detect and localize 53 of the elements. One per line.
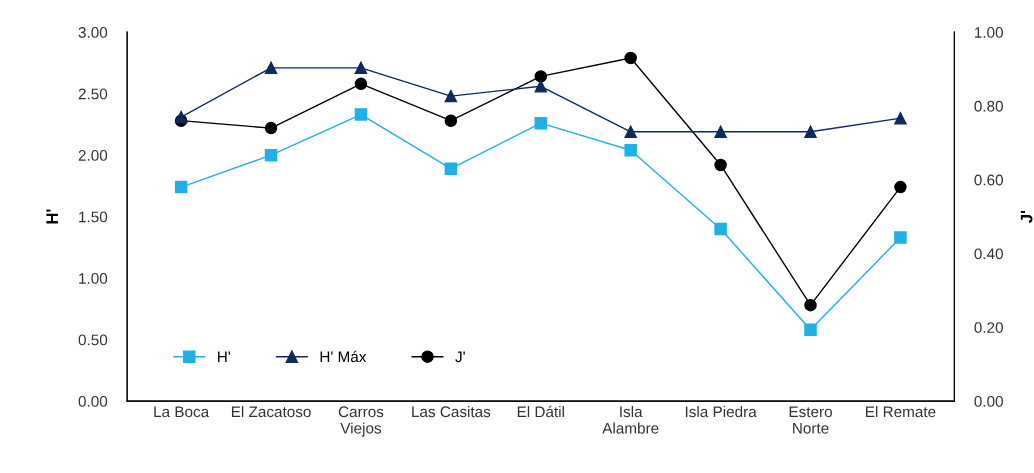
point (714, 158, 727, 172)
legend-label: H' Máx (320, 350, 367, 363)
point (894, 111, 907, 125)
point (264, 148, 278, 162)
y2-axis-title: J' (1020, 210, 1033, 223)
y-tick-label: 3.00 (78, 27, 108, 38)
x-tick-label: Isla Piedra (685, 405, 757, 418)
point (624, 125, 637, 139)
x-tick-label: Carros Viejos (338, 406, 384, 437)
point (624, 143, 637, 157)
point (444, 114, 458, 127)
legend-label: H' (218, 351, 230, 363)
x-tick-label: El Zacatoso (231, 405, 311, 418)
point (714, 125, 727, 139)
y2-tick-label: 1.00 (974, 27, 1003, 38)
x-tick-label: Isla Alambre (602, 405, 659, 434)
y-tick-label: 2.50 (78, 88, 108, 100)
legend-label: J' (455, 351, 465, 363)
y-tick-label: 1.00 (79, 272, 108, 284)
y2-tick-label: 0.80 (974, 100, 1003, 112)
point (444, 89, 458, 103)
x-tick-label: El Dátil (517, 405, 564, 418)
point (894, 180, 907, 194)
x-tick-label: El Remate (866, 405, 936, 418)
y2-tick-label: 0.20 (974, 322, 1003, 333)
point (804, 125, 817, 139)
point (804, 298, 817, 312)
point (354, 77, 368, 91)
point (174, 180, 188, 194)
y-tick-label: 2.00 (78, 150, 108, 161)
point (264, 61, 278, 75)
point (804, 323, 817, 337)
point (174, 110, 188, 124)
x-tick-label: La Boca (154, 406, 210, 418)
point (264, 121, 278, 135)
point (534, 70, 548, 83)
y-tick-label: 0.00 (78, 395, 108, 407)
point (444, 162, 458, 175)
y2-tick-label: 0.00 (974, 395, 1003, 407)
point (534, 116, 548, 130)
y2-tick-label: 0.40 (974, 248, 1003, 260)
point (894, 231, 907, 244)
x-tick-label: Estero Norte (789, 406, 832, 434)
point (534, 80, 548, 93)
point (354, 61, 368, 75)
x-tick-label: Las Casitas (412, 405, 491, 418)
y-tick-label: 1.50 (79, 211, 108, 223)
y-tick-label: 0.50 (78, 334, 108, 346)
point (714, 222, 727, 236)
point (624, 51, 637, 65)
y2-tick-label: 0.60 (974, 174, 1003, 186)
y-axis-title: H' (46, 209, 58, 224)
point (354, 108, 368, 121)
